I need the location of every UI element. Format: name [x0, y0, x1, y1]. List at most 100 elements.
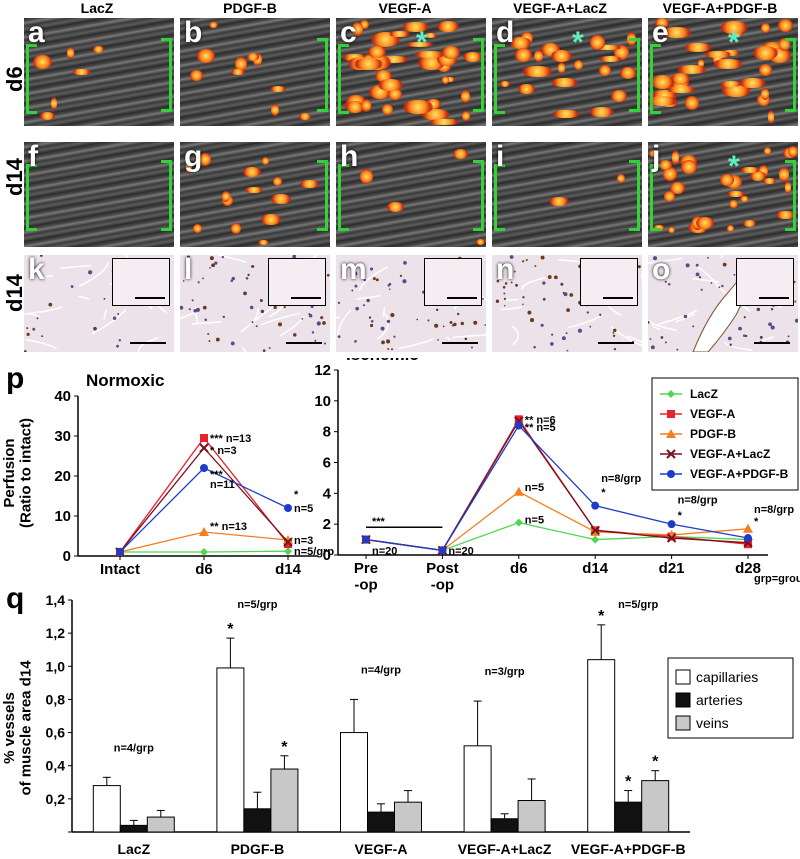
cell-nucleus [427, 319, 430, 322]
annotation: *** n=13 [210, 433, 251, 445]
cell-nucleus [453, 322, 457, 327]
column-header-lacz: LacZ [80, 0, 114, 16]
cell-nucleus [337, 335, 341, 339]
series-vegf-a-pdgf-b [116, 464, 292, 556]
legend-swatch [675, 669, 691, 685]
significance-star: * [652, 754, 659, 771]
cell-nucleus [393, 335, 396, 338]
tissue-fiber [191, 321, 222, 325]
doppler-panel-h: h [336, 142, 486, 247]
cell-nucleus [667, 282, 671, 286]
perfusion-signal [271, 193, 291, 205]
perfusion-signal [758, 63, 772, 77]
perfusion-signal [779, 167, 790, 183]
cell-nucleus [733, 273, 736, 276]
perfusion-signal [517, 84, 536, 95]
cell-nucleus [24, 350, 27, 352]
perfusion-signal [258, 240, 269, 246]
panel-letter: n [496, 255, 515, 286]
perfusion-signal [245, 187, 264, 193]
perfusion-signal [475, 238, 485, 246]
panel-letter: m [340, 255, 367, 286]
cell-nucleus [527, 310, 532, 315]
perfusion-signal [378, 56, 410, 63]
panel-letter: f [28, 142, 38, 173]
perfusion-signal [787, 146, 798, 157]
cell-nucleus [473, 320, 478, 325]
cell-nucleus [278, 322, 283, 327]
perfusion-signal [651, 75, 675, 89]
cell-nucleus [88, 270, 93, 275]
legend-label: VEGF-A+PDGF-B [690, 467, 789, 481]
tissue-fiber [279, 315, 306, 337]
x-tick-label: VEGF-A+PDGF-B [571, 841, 686, 857]
perfusion-signal [739, 166, 760, 174]
perfusion-signal [697, 59, 704, 68]
histology-panel-l: l [180, 255, 330, 352]
panel-letter: b [184, 18, 203, 49]
perfusion-signal [51, 96, 58, 111]
perfusion-signal [534, 50, 544, 62]
data-point [667, 520, 676, 529]
cell-nucleus [39, 255, 43, 257]
bracket-icon [338, 44, 349, 114]
bracket-icon [650, 164, 661, 231]
bar-capillaries [216, 667, 245, 833]
vessel-area-bar-chart: q % vesselsof muscle area d14 0,2 0,4 0,6 0,8… [1, 582, 794, 857]
y-tick-label: 8 [323, 424, 331, 441]
annotation: * [601, 487, 606, 499]
cell-nucleus [612, 331, 615, 334]
cell-nucleus [207, 332, 210, 335]
perfusion-signal [378, 78, 403, 91]
panel-letter: g [184, 142, 203, 173]
tissue-fiber [521, 276, 546, 290]
tissue-fiber [652, 323, 661, 331]
scale-bar [291, 297, 321, 299]
perfusion-signal [230, 223, 242, 235]
series-vegf-a-pdgf-b [362, 421, 752, 555]
cell-nucleus [292, 255, 297, 259]
perfusion-signal [767, 109, 775, 124]
cell-nucleus [182, 280, 185, 282]
cell-nucleus [759, 335, 763, 339]
cell-nucleus [554, 275, 558, 280]
tissue-fiber [59, 264, 92, 269]
data-point [666, 533, 677, 543]
perfusion-signal [778, 18, 794, 32]
significance-star: * [625, 774, 632, 791]
annotation: * [754, 516, 759, 528]
magnified-inset [580, 258, 638, 306]
scale-bar [754, 342, 790, 344]
cell-nucleus [756, 307, 761, 312]
perfusion-signal [514, 48, 532, 63]
cell-nucleus [369, 267, 374, 271]
y-tick-label: 10 [314, 393, 331, 410]
chart-title: Normoxic [86, 371, 164, 390]
perfusion-signal [386, 202, 404, 212]
perfusion-signal [462, 51, 483, 62]
perfusion-signal [387, 88, 403, 101]
y-tick-label: 0,4 [46, 758, 66, 774]
legend-marker [667, 470, 675, 478]
annotation: n=20 [448, 545, 473, 557]
perfusion-signal [345, 100, 364, 114]
perfusion-signal [776, 210, 795, 220]
y-tick-label: 1,4 [46, 592, 66, 608]
cell-nucleus [449, 320, 453, 324]
annotation: n=5 [525, 482, 544, 494]
perfusion-signal [703, 51, 732, 59]
data-point [200, 548, 208, 556]
panel-letter: e [652, 18, 669, 49]
data-point [744, 540, 752, 549]
column-header-vegfa-pdgfb: VEGF-A+PDGF-B [662, 0, 778, 16]
cell-nucleus [676, 348, 679, 351]
cell-nucleus [793, 280, 796, 283]
perfusion-signal [589, 35, 605, 51]
cell-nucleus [589, 325, 592, 328]
perfusion-signal [231, 69, 245, 75]
bracket-icon [317, 38, 328, 112]
bar-arteries [490, 818, 519, 833]
data-point [199, 527, 209, 536]
cell-nucleus [215, 337, 220, 342]
tissue-fiber [242, 346, 247, 352]
